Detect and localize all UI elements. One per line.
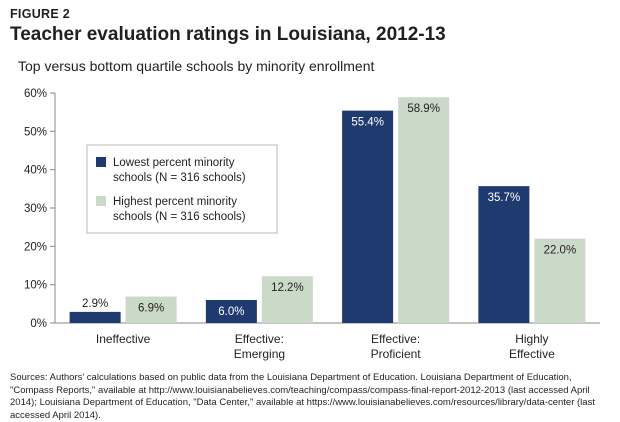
legend-box xyxy=(86,144,278,234)
data-label: 22.0% xyxy=(544,245,577,257)
y-tick-label: 50% xyxy=(24,126,47,138)
legend-label: schools (N = 316 schools) xyxy=(113,211,246,223)
legend-label: schools (N = 316 schools) xyxy=(113,172,246,184)
chart-title: Teacher evaluation ratings in Louisiana,… xyxy=(10,24,446,45)
y-tick-label: 40% xyxy=(24,165,47,177)
bar-chart: 0% 10% 20% 30% 40% 50% 60% 2.9% 6.9% Ineffective 6… xyxy=(24,88,600,361)
bar xyxy=(69,311,121,323)
bar xyxy=(205,300,257,323)
y-tick-label: 10% xyxy=(24,280,47,292)
data-label: 58.9% xyxy=(407,103,440,115)
x-category-label: Highly xyxy=(515,332,548,346)
data-label: 6.0% xyxy=(218,306,244,318)
y-tick-label: 20% xyxy=(24,241,47,253)
x-category-label: Effective: xyxy=(235,332,284,346)
sources-note: Sources: Authors' calculations based on … xyxy=(10,372,595,421)
y-tick-label: 0% xyxy=(30,318,47,330)
y-tick-label: 60% xyxy=(24,88,47,100)
bar xyxy=(125,296,177,323)
y-tick-label: 30% xyxy=(24,203,47,215)
legend-swatch xyxy=(96,196,106,206)
bar xyxy=(478,186,530,323)
legend-swatch xyxy=(96,157,106,167)
data-label: 35.7% xyxy=(488,192,521,204)
data-label: 6.9% xyxy=(138,303,164,315)
bar xyxy=(342,110,394,323)
legend-label: Highest percent minority xyxy=(113,196,237,208)
data-label: 2.9% xyxy=(82,298,108,310)
x-category-label: Emerging xyxy=(234,347,285,361)
legend-label: Lowest percent minority xyxy=(113,157,235,169)
bar xyxy=(261,276,313,323)
x-category-label: Proficient xyxy=(371,347,422,361)
data-label: 55.4% xyxy=(351,117,384,129)
chart-subtitle: Top versus bottom quartile schools by mi… xyxy=(18,58,375,74)
bar xyxy=(398,97,450,323)
bar xyxy=(534,238,586,323)
figure-label: FIGURE 2 xyxy=(10,7,71,21)
x-category-label: Ineffective xyxy=(96,332,151,346)
x-category-label: Effective xyxy=(509,347,555,361)
data-label: 12.2% xyxy=(271,282,304,294)
x-category-label: Effective: xyxy=(371,332,420,346)
